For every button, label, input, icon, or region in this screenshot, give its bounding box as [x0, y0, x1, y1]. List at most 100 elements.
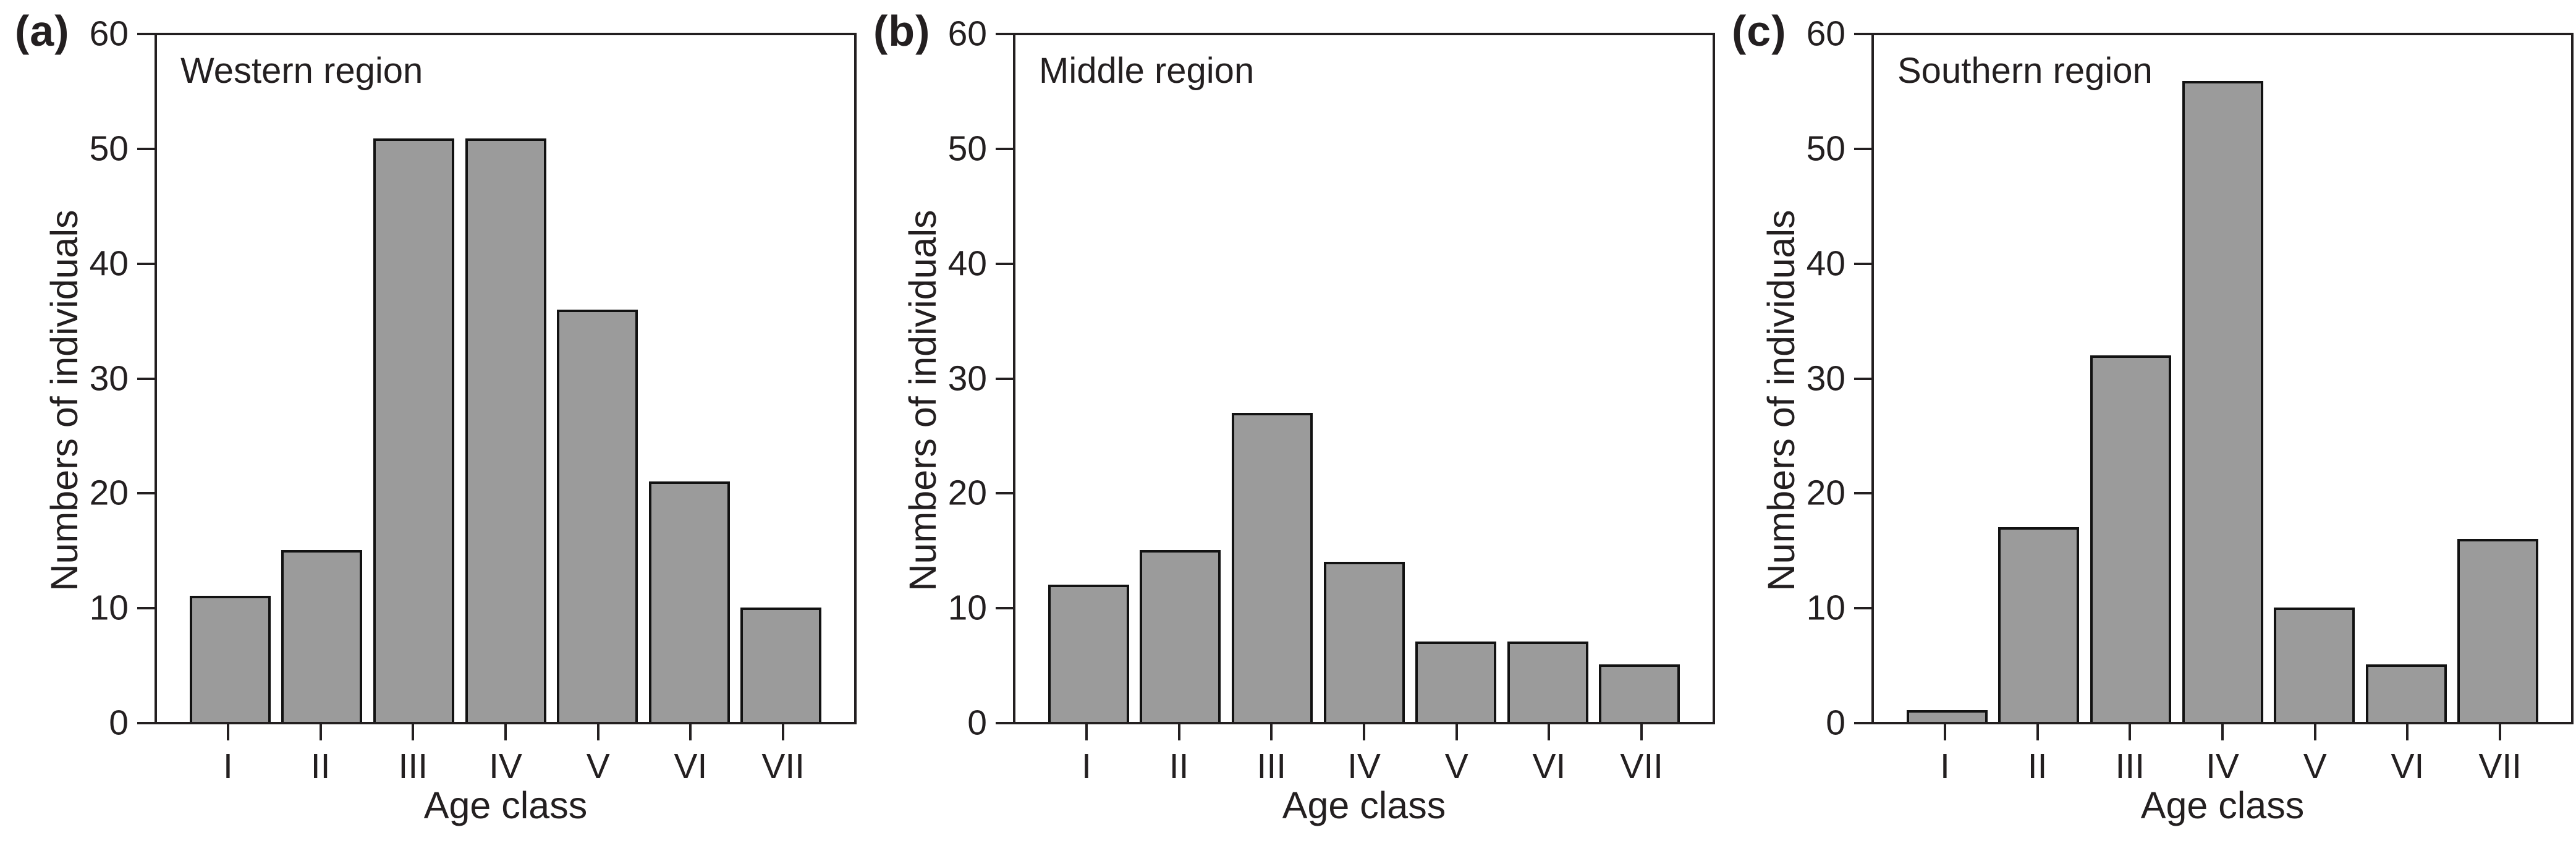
x-tick-label: V [2303, 747, 2327, 786]
x-tick-slot-V: V [2269, 724, 2362, 784]
bar-series [157, 35, 854, 722]
bar-V [1415, 642, 1497, 722]
panel-title: Southern region [1897, 51, 2153, 91]
bar-slot-III [368, 35, 460, 722]
x-tick-label: VII [2478, 747, 2522, 786]
x-tick-label: VII [761, 747, 805, 786]
x-axis: I II III IV V VI VII [1013, 724, 1715, 784]
y-tick-label: 40 [89, 244, 129, 284]
y-tick-label: 0 [109, 703, 129, 743]
y-tick-label: 60 [89, 14, 129, 54]
bar-slot-IV [1318, 35, 1410, 722]
plot-area: Southern region [1871, 33, 2574, 724]
y-tick-mark [996, 33, 1013, 35]
y-tick-mark [996, 262, 1013, 265]
x-tick-slot-III: III [2083, 724, 2176, 784]
x-tick-mark [1548, 724, 1551, 740]
bar-slot-III [1226, 35, 1318, 722]
x-tick-slot-VI: VI [645, 724, 737, 784]
x-tick-label: I [222, 747, 233, 786]
bar-slot-II [276, 35, 368, 722]
x-tick-mark [1270, 724, 1273, 740]
x-tick-label: III [2115, 747, 2145, 786]
chart-panel-c: (c) Numbers of individuals 0 10 20 30 40 50 60… [1717, 0, 2575, 843]
bar-slot-VI [2360, 35, 2452, 722]
bar-slot-V [551, 35, 643, 722]
y-tick-mark [137, 722, 155, 724]
bar-VII [740, 607, 822, 722]
bar-VII [2457, 538, 2539, 722]
x-axis-title: Age class [2140, 784, 2305, 826]
bar-series [1874, 35, 2571, 722]
x-tick-mark [504, 724, 507, 740]
x-tick-mark [596, 724, 600, 740]
chart-panel-b: (b) Numbers of individuals 0 10 20 30 40 50 60… [858, 0, 1717, 843]
x-axis-title: Age class [1282, 784, 1446, 826]
y-axis: 0 10 20 30 40 50 60 [1717, 16, 1871, 740]
y-tick-label: 50 [89, 129, 129, 169]
x-tick-slot-II: II [274, 724, 367, 784]
x-tick-mark [782, 724, 785, 740]
x-tick-label: VI [2391, 747, 2425, 786]
x-tick-mark [319, 724, 322, 740]
bar-V [2274, 607, 2355, 722]
x-tick-label: V [586, 747, 610, 786]
x-tick-label: II [310, 747, 331, 786]
x-tick-slot-VII: VII [737, 724, 829, 784]
y-tick-mark [137, 147, 155, 150]
x-tick-slot-VII: VII [1595, 724, 1688, 784]
x-tick-mark [1455, 724, 1458, 740]
bar-slot-VI [1502, 35, 1594, 722]
y-tick-label: 50 [1806, 129, 1845, 169]
x-tick-mark [1177, 724, 1180, 740]
y-tick-mark [1854, 377, 1871, 380]
y-tick-mark [137, 607, 155, 610]
bar-slot-I [184, 35, 276, 722]
y-tick-label: 50 [947, 129, 987, 169]
x-tick-label: IV [2206, 747, 2239, 786]
y-tick-label: 10 [947, 588, 987, 628]
bar-VI [648, 481, 730, 722]
x-tick-slot-IV: IV [459, 724, 552, 784]
y-tick-label: 30 [1806, 358, 1845, 398]
bar-slot-VII [2452, 35, 2544, 722]
y-tick-mark [137, 492, 155, 495]
bar-slot-V [1410, 35, 1502, 722]
bar-slot-I [1901, 35, 1993, 722]
y-tick-label: 20 [1806, 473, 1845, 513]
x-tick-slot-VI: VI [1503, 724, 1596, 784]
bar-II [1140, 550, 1221, 722]
plot-area: Middle region [1013, 33, 1715, 724]
bar-IV [2182, 81, 2263, 722]
y-axis: 0 10 20 30 40 50 60 [858, 16, 1013, 740]
y-tick-mark [1854, 147, 1871, 150]
bar-II [1998, 527, 2080, 722]
x-tick-mark [1943, 724, 1946, 740]
y-tick-label: 0 [967, 703, 987, 743]
bar-III [1231, 413, 1313, 722]
panel-letter-a: (a) [15, 7, 70, 55]
x-tick-label: VI [1532, 747, 1566, 786]
x-tick-mark [1363, 724, 1366, 740]
bar-III [2090, 355, 2171, 722]
y-tick-label: 60 [947, 14, 987, 54]
y-tick-mark [1854, 607, 1871, 610]
x-tick-slot-I: I [1899, 724, 1991, 784]
bar-slot-V [2268, 35, 2360, 722]
y-tick-label: 0 [1826, 703, 1845, 743]
y-tick-label: 40 [947, 244, 987, 284]
x-tick-mark [1640, 724, 1643, 740]
x-tick-slot-V: V [552, 724, 645, 784]
bar-III [373, 138, 454, 722]
x-tick-mark [226, 724, 229, 740]
x-tick-mark [689, 724, 692, 740]
x-axis: I II III IV V VI VII [1871, 724, 2574, 784]
y-tick-label: 30 [89, 358, 129, 398]
x-tick-label: II [2027, 747, 2048, 786]
y-axis: 0 10 20 30 40 50 60 [0, 16, 155, 740]
panel-title: Middle region [1039, 51, 1255, 91]
y-tick-label: 20 [89, 473, 129, 513]
y-tick-mark [996, 607, 1013, 610]
panel-title: Western region [180, 51, 423, 91]
